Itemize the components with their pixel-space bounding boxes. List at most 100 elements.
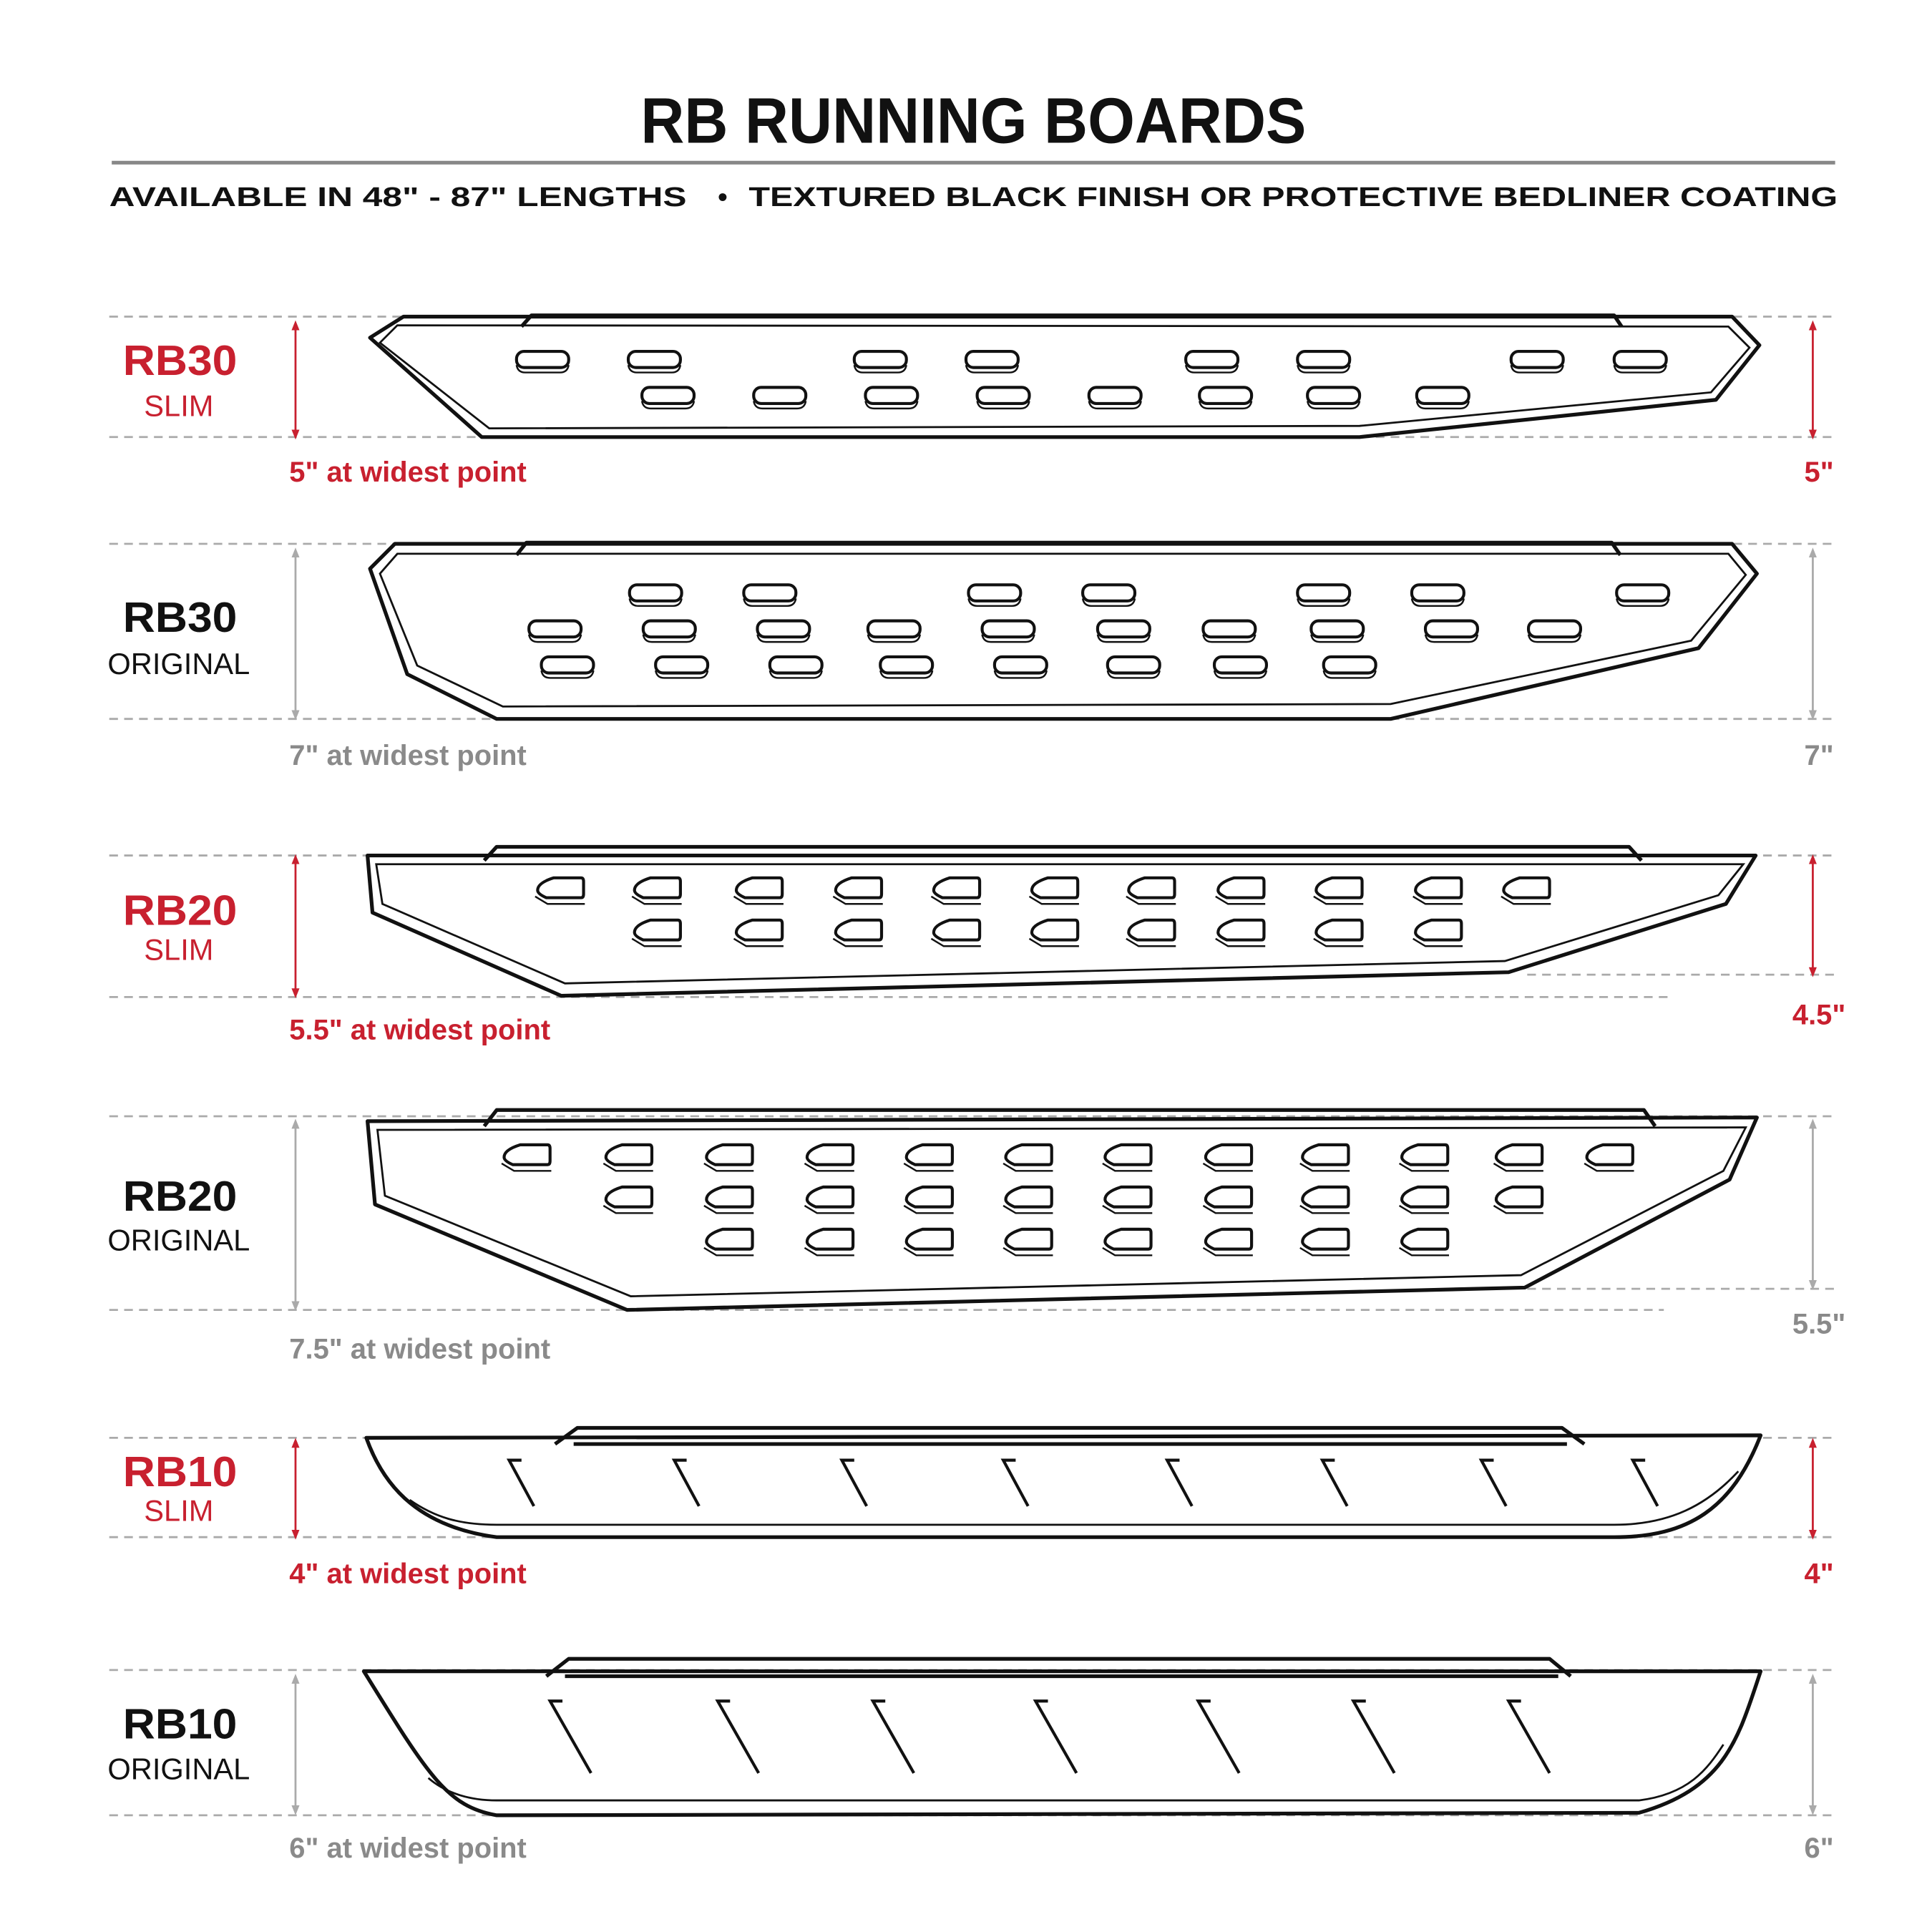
tread-slot-shadow <box>879 670 934 679</box>
tread-d-slot-shadow <box>832 895 883 905</box>
tread-slash <box>1478 1458 1508 1507</box>
tread-slot <box>1198 386 1254 406</box>
tread-slash <box>839 1458 869 1507</box>
tread-slash <box>671 1458 701 1507</box>
tread-d-slot-shadow <box>1299 1246 1350 1257</box>
running-board-drawing <box>361 1657 1763 1818</box>
tread-d-slot <box>1216 918 1266 942</box>
right-width-label: 7" <box>1805 740 1834 771</box>
tread-slot-shadow <box>743 598 797 608</box>
tread-d-slot-shadow <box>804 1204 854 1214</box>
tread-slot <box>975 386 1031 406</box>
tread-d-slot-shadow <box>903 1204 954 1214</box>
tread-slot <box>654 655 710 675</box>
tread-d-slot <box>1400 1143 1450 1166</box>
tread-d-slot <box>1400 1227 1450 1251</box>
tread-d-slot-shadow <box>1126 937 1176 947</box>
tread-d-slot-shadow <box>1202 1204 1253 1214</box>
model-variant: ORIGINAL <box>107 1752 250 1786</box>
tread-d-slot-shadow <box>1584 1162 1634 1172</box>
tread-slot-shadow <box>769 670 823 679</box>
tread-d-slot-shadow <box>1215 937 1266 947</box>
tread-d-slot-shadow <box>1002 1246 1053 1257</box>
tread-d-slot-shadow <box>1028 937 1079 947</box>
tread-d-slot-shadow <box>1493 1162 1543 1172</box>
tread-slot-shadow <box>1297 364 1351 374</box>
tread-slot-shadow <box>1613 364 1667 374</box>
tread-slot <box>980 619 1036 639</box>
model-name: RB30 <box>123 337 238 384</box>
tread-d-slot <box>805 1227 855 1251</box>
tread-d-slot <box>1030 876 1080 899</box>
tread-slot-shadow <box>1410 598 1465 608</box>
tread-slash <box>715 1699 761 1774</box>
tread-slot <box>1087 386 1143 406</box>
model-variant: ORIGINAL <box>107 1223 250 1257</box>
board-outline <box>361 1669 1763 1818</box>
tread-d-slot-shadow <box>1398 1246 1449 1257</box>
model-name: RB20 <box>123 887 238 935</box>
tread-slot-shadow <box>1081 598 1136 608</box>
tread-slot <box>540 655 595 675</box>
tread-d-slot-shadow <box>1313 937 1364 947</box>
tread-slot <box>641 619 697 639</box>
tread-d-slot-shadow <box>733 937 784 947</box>
board-outline <box>366 1116 1759 1312</box>
board-inner-edge <box>409 1470 1740 1526</box>
board-top-plate <box>545 1657 1572 1679</box>
right-width-label: 4.5" <box>1792 1000 1845 1031</box>
width-caption: 4" at widest point <box>289 1558 527 1589</box>
tread-d-slot <box>1414 876 1463 899</box>
board-outline <box>364 1433 1763 1539</box>
tread-d-slot-shadow <box>1299 1204 1350 1214</box>
width-caption: 5" at widest point <box>289 457 527 488</box>
tread-d-slot-shadow <box>1202 1162 1253 1172</box>
tread-slash <box>1195 1699 1241 1774</box>
tread-slot-shadow <box>1184 364 1239 374</box>
tread-d-slot-shadow <box>1002 1162 1053 1172</box>
tread-d-slot <box>536 876 585 899</box>
tread-d-slot <box>1301 1143 1350 1166</box>
tread-slot-shadow <box>1297 598 1351 608</box>
tread-slot-shadow <box>853 364 907 374</box>
running-board-drawing <box>368 313 1762 439</box>
width-caption: 7" at widest point <box>289 740 527 771</box>
board-top-plate <box>482 1108 1657 1128</box>
model-name: RB20 <box>123 1173 238 1220</box>
right-width-label: 5.5" <box>1792 1309 1845 1340</box>
tread-d-slot-shadow <box>1313 895 1364 905</box>
tread-d-slot-shadow <box>1102 1246 1153 1257</box>
tread-d-slot <box>805 1185 855 1209</box>
tread-slot <box>1296 583 1352 602</box>
tread-slot <box>864 386 919 406</box>
tread-slot <box>1212 655 1269 675</box>
tread-d-slot-shadow <box>631 937 682 947</box>
tread-d-slot-shadow <box>1299 1162 1350 1172</box>
tread-d-slot <box>705 1185 754 1209</box>
tread-slot-shadow <box>1415 401 1470 410</box>
tread-d-slot <box>834 876 884 899</box>
tread-d-slot <box>1400 1185 1450 1209</box>
tread-d-slot-shadow <box>602 1204 653 1214</box>
tread-d-slot-shadow <box>1102 1162 1153 1172</box>
tread-d-slot <box>904 1143 954 1166</box>
tread-d-slot-shadow <box>602 1162 653 1172</box>
tread-d-slot <box>1502 876 1551 899</box>
tread-slot-shadow <box>1527 634 1582 643</box>
tread-slot-shadow <box>1322 670 1377 679</box>
tread-slot <box>1306 386 1362 406</box>
tread-slot-shadow <box>540 670 595 679</box>
tread-d-slot-shadow <box>703 1246 754 1257</box>
tread-slot <box>1296 349 1352 369</box>
tread-slot-shadow <box>1310 634 1365 643</box>
tread-d-slot-shadow <box>832 937 883 947</box>
tread-d-slot <box>1204 1185 1254 1209</box>
tread-d-slot <box>1494 1185 1544 1209</box>
tread-d-slot <box>1103 1185 1153 1209</box>
tread-d-slot-shadow <box>804 1246 854 1257</box>
tread-slot <box>879 655 935 675</box>
tread-slot-shadow <box>640 401 696 410</box>
model-variant: SLIM <box>144 1494 213 1528</box>
